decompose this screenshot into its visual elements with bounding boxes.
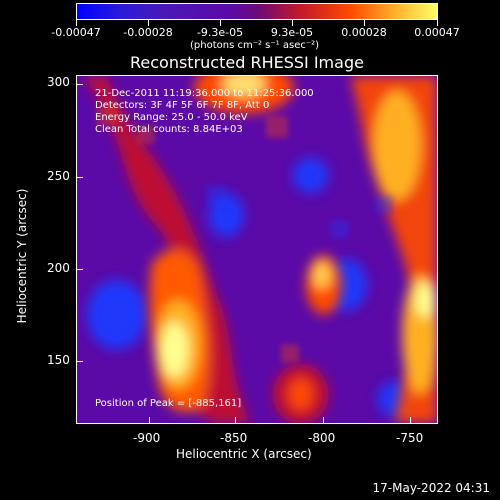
colorbar-label: -0.00028 <box>123 26 173 39</box>
y-tick-label: 150 <box>47 353 70 367</box>
plot-title: Reconstructed RHESSI Image <box>130 53 364 72</box>
y-tick-label: 300 <box>47 75 70 89</box>
colorbar-tick <box>76 20 77 26</box>
colorbar-tick <box>292 20 293 26</box>
colorbar-label: -9.3e-05 <box>196 26 244 39</box>
overlay-energy: Energy Range: 25.0 - 50.0 keV <box>95 112 248 123</box>
y-tick <box>77 361 83 362</box>
y-tick-label: 200 <box>47 261 70 275</box>
x-tick <box>235 417 236 423</box>
colorbar-tick <box>220 20 221 26</box>
colorbar-label: 0.00028 <box>341 26 387 39</box>
high-intensity-regions <box>81 76 437 423</box>
y-axis-label-text: Heliocentric Y (arcsec) <box>15 188 29 324</box>
x-tick <box>410 417 411 423</box>
overlay-clean: Clean Total counts: 8.84E+03 <box>95 124 243 135</box>
colorbar-label: 9.3e-05 <box>270 26 314 39</box>
x-tick-label: -850 <box>220 431 248 445</box>
x-tick <box>149 417 150 423</box>
y-tick <box>77 269 83 270</box>
x-tick <box>323 417 324 423</box>
x-tick-label: -900 <box>133 431 161 445</box>
colorbar <box>76 3 438 20</box>
colorbar-tick <box>148 20 149 26</box>
x-tick-label: -750 <box>396 431 424 445</box>
colorbar-label: -0.00047 <box>51 26 101 39</box>
rhessi-map <box>77 76 437 423</box>
x-axis-label: Heliocentric X (arcsec) <box>176 447 312 461</box>
y-tick <box>77 177 83 178</box>
image-plot: 21-Dec-2011 11:19:36.000 to 11:25:36.000… <box>76 75 438 424</box>
y-tick-label: 250 <box>47 169 70 183</box>
colorbar-tick <box>364 20 365 26</box>
y-tick <box>77 84 83 85</box>
colorbar-tick <box>437 20 438 26</box>
overlay-peak: Position of Peak = [-885,161] <box>95 398 242 409</box>
overlay-time: 21-Dec-2011 11:19:36.000 to 11:25:36.000 <box>95 88 314 99</box>
colorbar-unit-label: (photons cm⁻² s⁻¹ asec⁻²) <box>190 40 320 51</box>
overlay-detectors: Detectors: 3F 4F 5F 6F 7F 8F, Att 0 <box>95 100 270 111</box>
texture <box>96 105 394 363</box>
x-tick-label: -800 <box>308 431 336 445</box>
footer-timestamp: 17-May-2022 04:31 <box>372 481 490 495</box>
colorbar-label: 0.00047 <box>414 26 460 39</box>
